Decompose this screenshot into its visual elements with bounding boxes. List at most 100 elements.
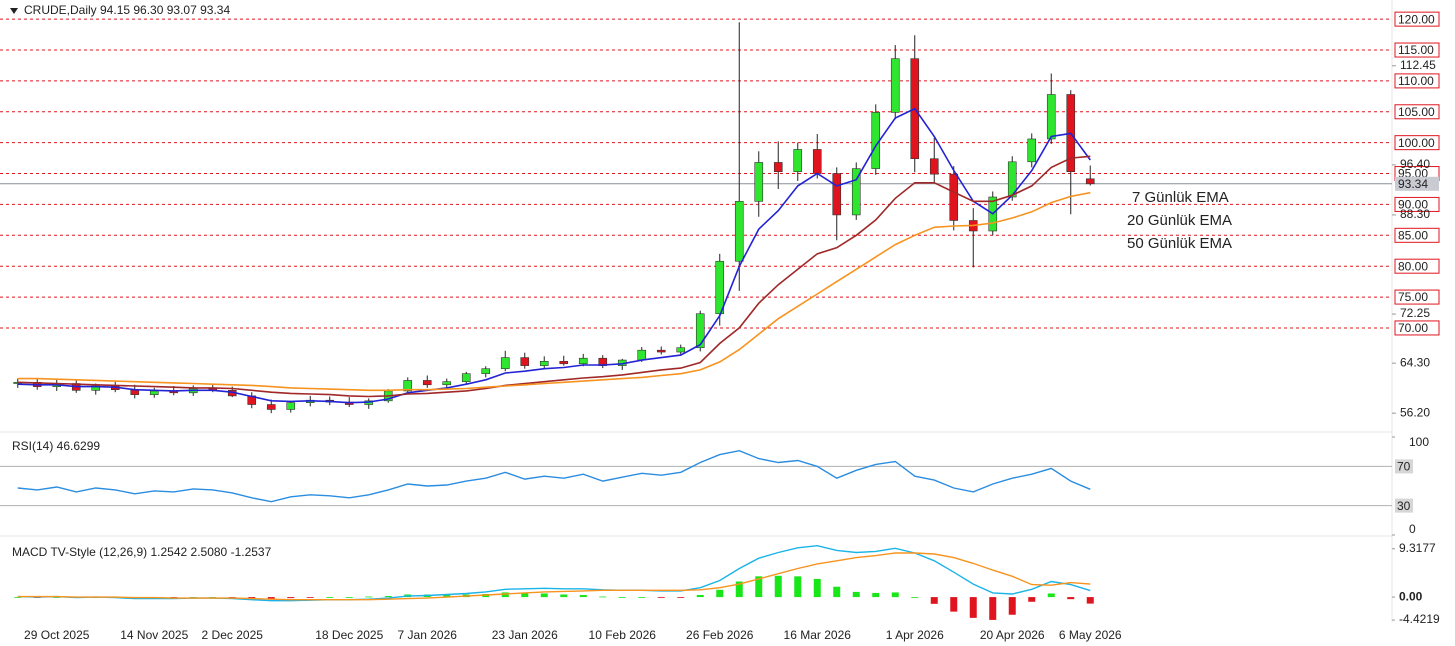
macd-tick-label: 0.00 (1399, 589, 1423, 603)
x-tick-label: 16 Mar 2026 (784, 628, 852, 642)
macd-hist-bar (950, 597, 958, 612)
macd-hist-bar (560, 594, 568, 598)
level-label-box (1394, 73, 1440, 89)
y-tick-label: 88.30 (1400, 207, 1430, 221)
candle-body (286, 402, 296, 410)
macd-hist-bar (774, 575, 782, 598)
macd-hist-bar (1067, 597, 1075, 600)
candle-body (754, 162, 764, 202)
rsi-level-box (1395, 498, 1413, 513)
macd-hist-bar (989, 597, 997, 620)
macd-hist-bar (677, 597, 685, 598)
candle-body (481, 368, 491, 374)
candle-body (1027, 138, 1037, 163)
candle-body (1085, 178, 1095, 185)
candle-body (1007, 161, 1017, 198)
macd-hist-bar (638, 597, 646, 598)
y-tick-label: 112.45 (1400, 58, 1436, 72)
macd-tick-label: -4.4219 (1399, 612, 1440, 626)
macd-hist-bar (716, 589, 724, 598)
candle-body (812, 149, 822, 174)
x-tick-label: 20 Apr 2026 (980, 628, 1045, 642)
macd-hist-bar (384, 596, 392, 598)
macd-hist-bar (735, 581, 743, 598)
y-tick-label: 96.40 (1400, 157, 1430, 171)
macd-hist-bar (53, 597, 61, 598)
candle-body (929, 158, 939, 175)
macd-hist-bar (248, 597, 256, 599)
y-tick-label: 64.30 (1400, 355, 1430, 369)
level-label: 90.00 (1398, 198, 1428, 212)
macd-hist-bar (794, 576, 802, 598)
collapse-arrow[interactable] (10, 8, 18, 14)
rsi-level-box (1395, 459, 1413, 474)
macd-hist-bar (365, 596, 373, 598)
level-label: 100.00 (1398, 136, 1435, 150)
last-price-box (1395, 176, 1439, 191)
rsi-tick-label: 0 (1409, 522, 1416, 536)
macd-hist-bar (287, 597, 295, 599)
candle-body (773, 162, 783, 172)
candle-body (949, 173, 959, 221)
candle-body (656, 349, 666, 353)
x-tick-label: 23 Jan 2026 (492, 628, 558, 642)
macd-hist-bar (501, 592, 509, 598)
x-tick-label: 29 Oct 2025 (24, 628, 90, 642)
x-tick-label: 26 Feb 2026 (686, 628, 754, 642)
level-label: 120.00 (1398, 12, 1435, 26)
macd-hist-bar (930, 597, 938, 604)
rsi-title: RSI(14) 46.6299 (12, 439, 100, 453)
x-tick-label: 7 Jan 2026 (398, 628, 458, 642)
y-tick-label: 56.20 (1400, 405, 1430, 419)
macd-hist-bar (306, 597, 314, 598)
macd-hist-bar (657, 597, 665, 598)
level-label: 115.00 (1398, 43, 1434, 57)
candle-body (500, 357, 510, 370)
candle-body (715, 260, 725, 315)
candle-body (149, 390, 159, 395)
x-tick-label: 18 Dec 2025 (315, 628, 383, 642)
macd-hist-bar (833, 586, 841, 598)
candle-body (442, 381, 452, 386)
macd-hist-bar (540, 593, 548, 598)
level-label-box (1394, 227, 1440, 243)
macd-hist-bar (1047, 593, 1055, 598)
candle-body (266, 404, 276, 410)
macd-hist-bar (618, 597, 626, 598)
candle-body (851, 168, 861, 216)
level-label-box (1394, 320, 1440, 336)
candle-body (422, 380, 432, 386)
macd-hist-bar (1008, 597, 1016, 615)
rsi-tick-label: 100 (1409, 435, 1429, 449)
y-tick-label: 72.25 (1400, 306, 1430, 320)
ema-line (17, 191, 1091, 392)
legend-label: 50 Günlük EMA (1127, 235, 1232, 252)
macd-hist-bar (852, 591, 860, 598)
candle-body (676, 347, 686, 353)
level-label-box (1394, 135, 1440, 151)
level-label: 105.00 (1398, 105, 1435, 119)
candle-body (637, 349, 647, 361)
level-label: 110.00 (1398, 74, 1434, 88)
signal-line (17, 552, 1091, 601)
candle-body (461, 373, 471, 382)
rsi-line (17, 449, 1091, 503)
macd-hist-bar (443, 594, 451, 598)
x-tick-label: 1 Apr 2026 (886, 628, 944, 642)
candle-body (578, 357, 588, 365)
macd-hist-bar (345, 597, 353, 598)
candle-body (403, 380, 413, 392)
chart-title: CRUDE,Daily 94.15 96.30 93.07 93.34 (24, 3, 230, 17)
macd-hist-bar (521, 592, 529, 598)
x-tick-label: 6 May 2026 (1059, 628, 1122, 642)
candle-body (520, 357, 530, 366)
macd-title: MACD TV-Style (12,26,9) 1.2542 2.5080 -1… (12, 545, 272, 559)
macd-hist-bar (813, 578, 821, 598)
macd-hist-bar (969, 597, 977, 618)
candle-body (734, 201, 744, 262)
legend-label: 7 Günlük EMA (1132, 189, 1229, 206)
macd-hist-bar (1028, 597, 1036, 602)
level-label-box (1394, 11, 1440, 27)
rsi-level-label: 70 (1397, 460, 1411, 474)
